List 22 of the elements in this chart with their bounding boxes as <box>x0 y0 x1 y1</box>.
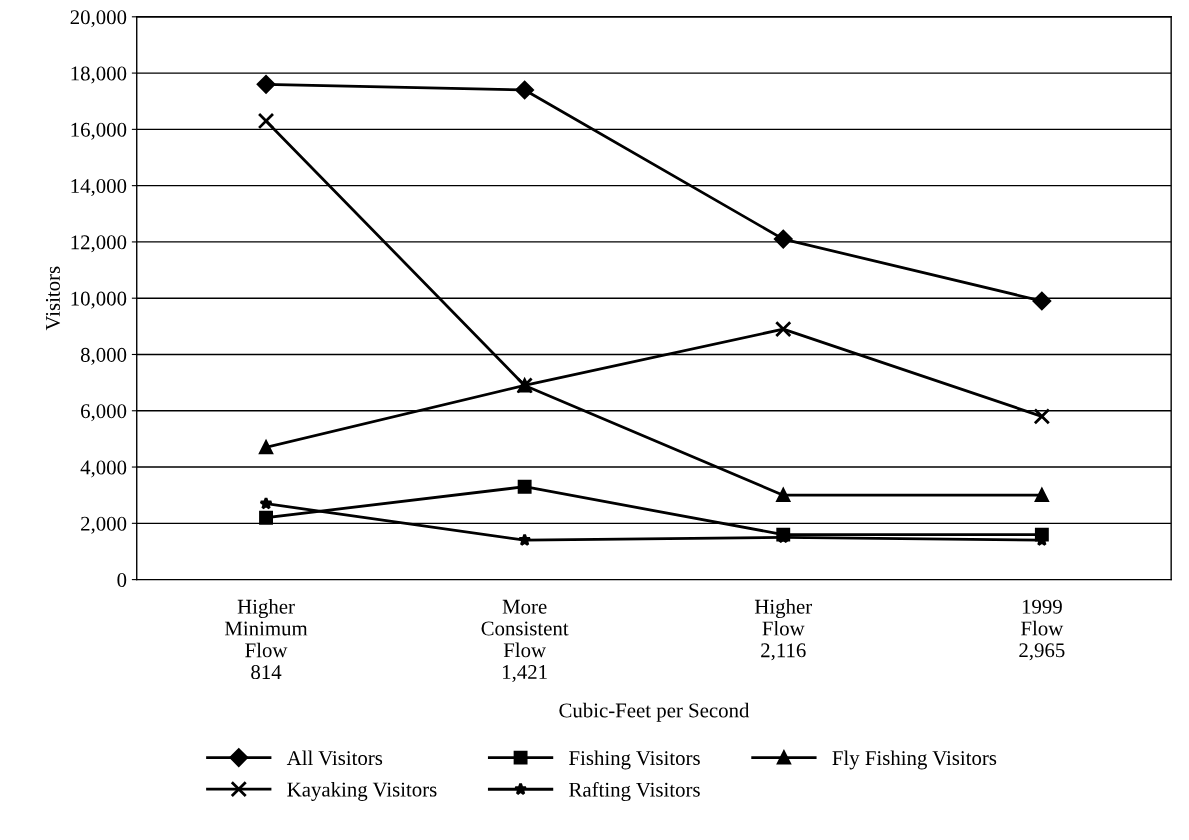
y-tick-label: 18,000 <box>71 66 127 84</box>
legend-label: All Visitors <box>286 750 383 766</box>
x-tick-label: 1999 Flow 2,965 <box>1019 599 1065 661</box>
y-tick-label: 14,000 <box>71 179 127 197</box>
y-tick-label: 0 <box>117 572 127 588</box>
legend-label: Kayaking Visitors <box>287 781 437 801</box>
legend-label: Rafting Visitors <box>569 781 700 802</box>
y-tick-label: 12,000 <box>71 235 127 253</box>
x-tick-label: Higher Minimum Flow 814 <box>224 599 308 680</box>
y-tick-label: 6,000 <box>81 404 127 422</box>
y-tick-label: 20,000 <box>70 10 127 28</box>
y-tick-label: 10,000 <box>71 291 127 309</box>
x-tick-label: More Consistent Flow 1,421 <box>481 599 569 683</box>
y-tick-label: 4,000 <box>80 460 127 478</box>
x-tick-label: Higher Flow 2,116 <box>754 599 812 661</box>
y-tick-label: 2,000 <box>81 516 127 534</box>
y-tick-label: 16,000 <box>71 122 127 140</box>
y-tick-label: 8,000 <box>80 347 127 365</box>
x-axis-title: Cubic-Feet per Second <box>559 702 750 722</box>
legend-label: Fishing Visitors <box>569 750 700 770</box>
legend-label: Fly Fishing Visitors <box>832 750 997 770</box>
y-axis-title: Visitors <box>45 266 61 331</box>
